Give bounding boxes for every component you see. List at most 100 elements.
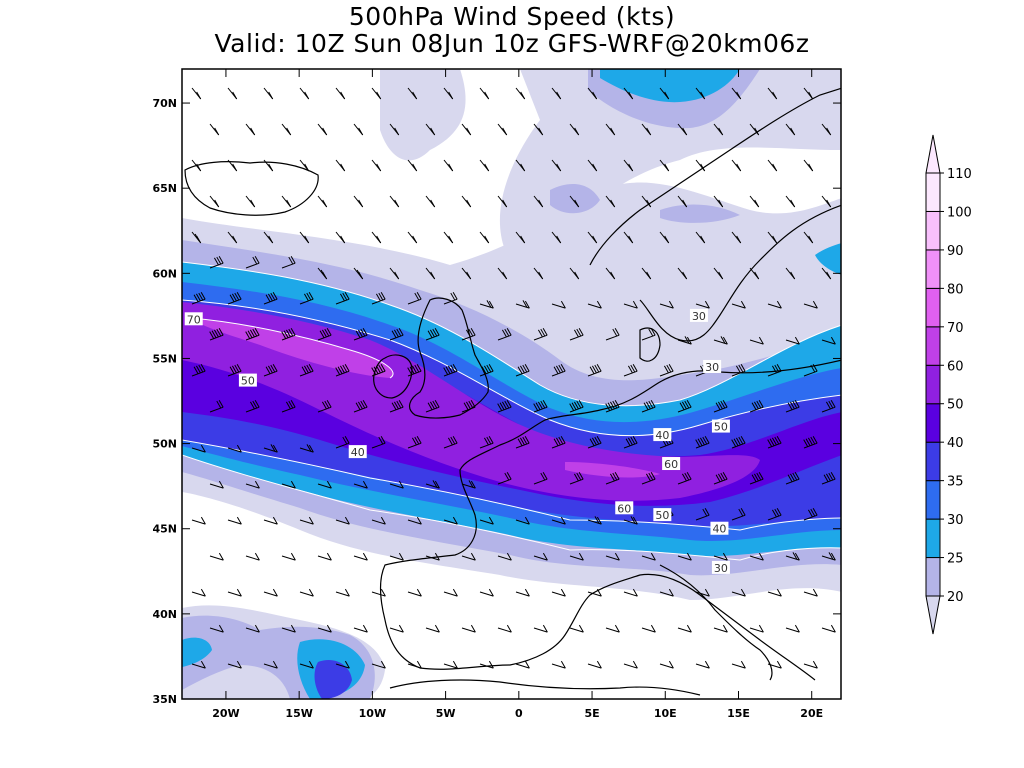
- longitude-axis: 20W 15W 10W 5W 0 5E 10E 15E 20E: [212, 69, 823, 720]
- barb-flag: [218, 255, 224, 264]
- barb-flag: [394, 271, 400, 280]
- wind-barb: [479, 159, 490, 172]
- wind-barb: [479, 660, 494, 669]
- barb-staff: [515, 591, 530, 597]
- barb-staff: [371, 663, 386, 669]
- wind-barb: [209, 399, 224, 413]
- barb-staff: [263, 663, 278, 669]
- barb-flag: [808, 235, 814, 244]
- barb-flag: [754, 271, 760, 280]
- barb-flag: [488, 516, 494, 525]
- barb-flag: [520, 91, 526, 100]
- wind-barb: [335, 516, 350, 525]
- wind-barb: [245, 255, 260, 269]
- barb-flag: [452, 363, 458, 372]
- barb-staff: [407, 298, 422, 305]
- wind-barb: [353, 552, 368, 561]
- wind-barb: [407, 291, 422, 305]
- barb-flag: [628, 163, 634, 172]
- barb-staff: [335, 591, 350, 597]
- wind-barb: [209, 480, 224, 489]
- wind-barb: [353, 480, 368, 489]
- barb-flag: [533, 403, 539, 411]
- barb-flag: [371, 367, 377, 375]
- barb-flag: [342, 292, 348, 301]
- barb-flag: [427, 402, 433, 411]
- barb-flag: [594, 516, 600, 524]
- wind-barb: [281, 327, 296, 341]
- wind-barb: [461, 327, 476, 341]
- wind-barb: [533, 552, 548, 561]
- wind-barb: [299, 660, 314, 669]
- barb-staff: [695, 591, 710, 597]
- barb-staff: [335, 298, 350, 305]
- wind-barb: [785, 552, 800, 561]
- barb-flag: [306, 292, 312, 301]
- wind-barb: [749, 195, 760, 208]
- barb-flag: [684, 472, 690, 481]
- wind-barb: [803, 588, 818, 597]
- barb-staff: [569, 627, 584, 633]
- barb-flag: [286, 199, 292, 208]
- barb-flag: [812, 660, 818, 669]
- wind-barb: [227, 291, 242, 305]
- barb-flag: [290, 255, 296, 264]
- barb-staff: [461, 627, 476, 633]
- wind-barb: [407, 660, 422, 669]
- barb-flag: [326, 480, 332, 489]
- contour-label-text: 40: [712, 523, 726, 536]
- barb-staff: [209, 262, 224, 269]
- barb-flag: [772, 163, 778, 172]
- barb-flag: [612, 328, 618, 337]
- wind-barb: [497, 327, 512, 341]
- barb-flag: [214, 199, 220, 208]
- barb-staff: [623, 591, 638, 597]
- contour-label-bg: [711, 560, 730, 574]
- wind-barb: [299, 159, 310, 172]
- barb-flag: [468, 480, 474, 488]
- barb-flag: [502, 271, 508, 280]
- wind-barb: [317, 624, 332, 633]
- wind-barb: [443, 660, 458, 669]
- barb-flag: [506, 399, 512, 408]
- barb-flag: [247, 330, 253, 339]
- barb-staff: [551, 442, 566, 449]
- wind-barb: [299, 363, 314, 377]
- barb-flag: [484, 91, 490, 100]
- barb-flag: [272, 363, 278, 372]
- barb-flag: [344, 588, 350, 597]
- wind-barb: [551, 300, 566, 309]
- barb-flag: [267, 365, 273, 374]
- barb-flag: [378, 292, 384, 301]
- barb-staff: [281, 334, 296, 341]
- barb-staff: [551, 591, 566, 597]
- wind-barb: [641, 327, 656, 341]
- barb-staff: [659, 370, 674, 377]
- barb-flag: [270, 444, 276, 452]
- barb-flag: [301, 366, 307, 375]
- wind-barb: [605, 624, 620, 633]
- barb-staff: [515, 370, 530, 377]
- shade-25-north: [550, 69, 760, 223]
- barb-flag: [340, 235, 346, 244]
- barb-staff: [443, 519, 458, 525]
- barb-staff: [497, 334, 512, 341]
- wind-barb: [587, 300, 602, 309]
- colorbar-label: 70: [947, 321, 964, 336]
- barb-flag: [630, 364, 636, 373]
- wind-barb: [659, 231, 670, 244]
- barb-flag: [380, 363, 386, 372]
- barb-flag: [627, 365, 633, 374]
- barb-flag: [195, 365, 201, 374]
- contour-label-text: 70: [187, 313, 201, 326]
- barb-staff: [677, 555, 692, 561]
- barb-flag: [684, 400, 690, 409]
- barb-flag: [375, 365, 381, 374]
- barb-staff: [713, 627, 728, 633]
- wind-barb: [389, 552, 404, 561]
- wind-barb: [317, 327, 332, 341]
- wind-barb: [803, 87, 814, 100]
- barb-flag: [700, 91, 706, 100]
- barb-flag: [398, 399, 404, 408]
- barb-flag: [270, 364, 276, 373]
